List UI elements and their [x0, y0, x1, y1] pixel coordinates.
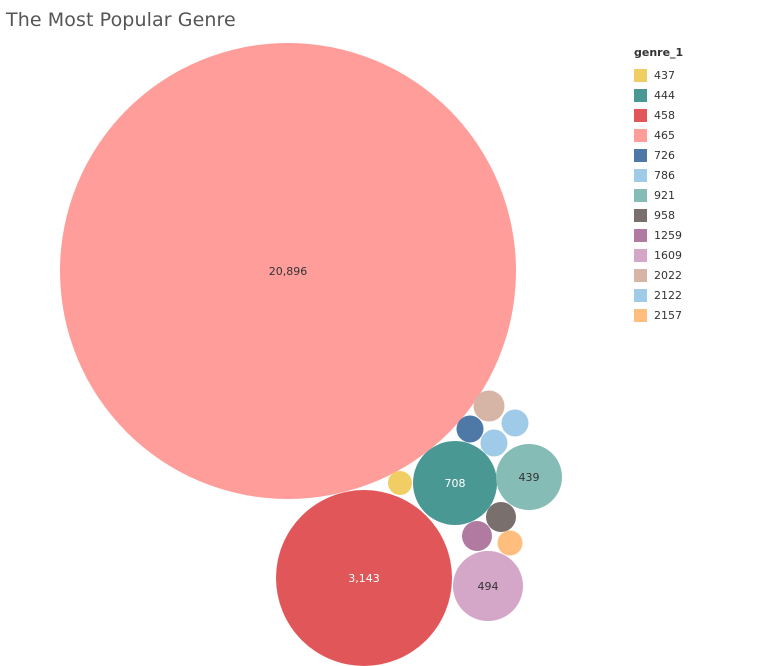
bubble-label-465: 20,896	[269, 265, 308, 278]
bubble-444[interactable]	[413, 441, 497, 525]
legend-item-2157[interactable]: 2157	[634, 305, 683, 325]
legend-swatch	[634, 288, 647, 302]
legend-label: 465	[654, 128, 675, 142]
legend-label: 458	[654, 108, 675, 122]
legend-item-726[interactable]: 726	[634, 145, 683, 165]
legend-item-1259[interactable]: 1259	[634, 225, 683, 245]
legend-swatch	[634, 248, 647, 262]
legend-swatch	[634, 188, 647, 202]
bubble-label-921: 439	[519, 471, 540, 484]
legend-label: 2022	[654, 268, 682, 282]
legend-item-437[interactable]: 437	[634, 65, 683, 85]
bubble-label-1609: 494	[478, 580, 499, 593]
bubble-437[interactable]	[388, 471, 412, 495]
legend-swatch	[634, 128, 647, 142]
legend-swatch	[634, 108, 647, 122]
bubble-921[interactable]	[496, 444, 562, 510]
legend-swatch	[634, 228, 647, 242]
bubble-2122[interactable]	[501, 409, 529, 437]
legend-item-2022[interactable]: 2022	[634, 265, 683, 285]
bubble-726[interactable]	[456, 415, 484, 443]
legend-label: 444	[654, 88, 675, 102]
legend-item-1609[interactable]: 1609	[634, 245, 683, 265]
legend-swatch	[634, 148, 647, 162]
bubble-1609[interactable]	[453, 551, 523, 621]
legend-label: 958	[654, 208, 675, 222]
legend-item-921[interactable]: 921	[634, 185, 683, 205]
legend-swatch	[634, 68, 647, 82]
legend: genre_1 437 444 458 465 726 786 921 958 1259 1609…	[634, 46, 683, 325]
legend-item-444[interactable]: 444	[634, 85, 683, 105]
legend-label: 1609	[654, 248, 682, 262]
legend-item-2122[interactable]: 2122	[634, 285, 683, 305]
legend-item-458[interactable]: 458	[634, 105, 683, 125]
bubble-label-458: 3,143	[348, 572, 380, 585]
legend-swatch	[634, 308, 647, 322]
bubble-465[interactable]	[60, 43, 516, 499]
legend-title: genre_1	[634, 46, 684, 59]
legend-label: 726	[654, 148, 675, 162]
legend-item-465[interactable]: 465	[634, 125, 683, 145]
legend-label: 2122	[654, 288, 682, 302]
bubble-958[interactable]	[486, 502, 516, 532]
legend-label: 2157	[654, 308, 682, 322]
bubble-1259[interactable]	[462, 521, 492, 551]
legend-swatch	[634, 208, 647, 222]
legend-label: 921	[654, 188, 675, 202]
bubble-786[interactable]	[480, 429, 508, 457]
legend-items: 437 444 458 465 726 786 921 958 1259 1609 2022 2122…	[634, 65, 683, 325]
legend-swatch	[634, 268, 647, 282]
legend-item-958[interactable]: 958	[634, 205, 683, 225]
legend-label: 786	[654, 168, 675, 182]
legend-label: 437	[654, 68, 675, 82]
legend-swatch	[634, 88, 647, 102]
bubble-458[interactable]	[276, 490, 452, 666]
bubble-2022[interactable]	[473, 390, 505, 422]
chart-title: The Most Popular Genre	[6, 9, 236, 31]
legend-label: 1259	[654, 228, 682, 242]
legend-swatch	[634, 168, 647, 182]
legend-item-786[interactable]: 786	[634, 165, 683, 185]
bubble-2157[interactable]	[497, 530, 523, 556]
bubble-label-444: 708	[445, 477, 466, 490]
